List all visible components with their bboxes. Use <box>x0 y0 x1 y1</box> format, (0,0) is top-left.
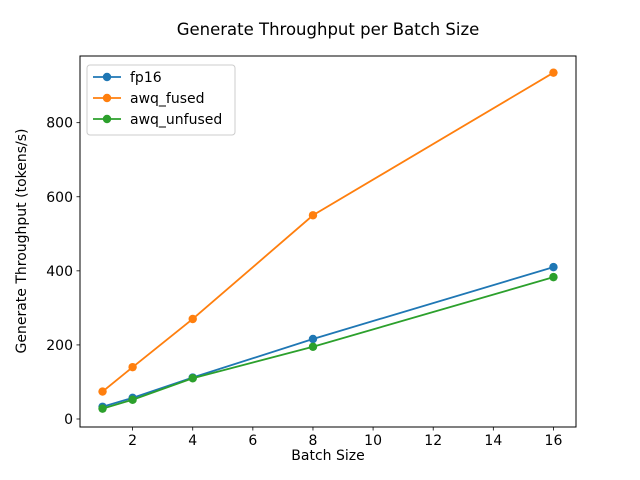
data-point-awq_unfused-1 <box>98 404 107 413</box>
data-point-awq_unfused-8 <box>308 342 318 351</box>
legend-box <box>86 64 236 136</box>
chart-title: Generate Throughput per Batch Size <box>176 20 480 39</box>
data-point-fp16-16 <box>549 262 558 272</box>
y-tick-label: 600 <box>46 190 73 206</box>
legend-marker-fp16 <box>102 72 112 82</box>
data-point-awq_fused-1 <box>98 387 107 396</box>
x-tick-label: 10 <box>364 433 382 449</box>
x-tick-label: 6 <box>248 433 257 449</box>
plot-frame <box>79 55 577 428</box>
data-point-awq_fused-4 <box>188 314 197 324</box>
data-point-awq_fused-16 <box>549 68 558 77</box>
x-tick-label: 4 <box>188 433 197 449</box>
legend-label-awq_fused: awq_fused <box>130 91 205 107</box>
legend-marker-awq_fused <box>102 93 112 103</box>
x-tick-label: 2 <box>128 433 137 449</box>
x-tick-label: 8 <box>309 433 318 449</box>
data-point-awq_fused-8 <box>308 211 318 220</box>
x-tick-label: 14 <box>484 433 502 449</box>
legend-label-fp16: fp16 <box>130 70 162 86</box>
data-point-awq_fused-2 <box>128 362 137 372</box>
legend-marker-awq_unfused <box>102 114 112 124</box>
data-point-awq_unfused-2 <box>128 395 137 404</box>
data-point-fp16-8 <box>308 334 318 344</box>
data-point-awq_unfused-16 <box>549 272 558 282</box>
y-tick-label: 0 <box>64 412 73 428</box>
x-tick-label: 12 <box>424 433 442 449</box>
y-tick-label: 800 <box>46 116 73 132</box>
y-tick-label: 200 <box>46 338 73 354</box>
x-tick-label: 16 <box>545 433 563 449</box>
x-axis-label: Batch Size <box>291 448 365 464</box>
data-point-awq_unfused-4 <box>188 374 197 383</box>
legend-label-awq_unfused: awq_unfused <box>130 112 222 128</box>
y-tick-label: 400 <box>46 264 73 280</box>
series-line-awq_unfused <box>102 276 554 410</box>
